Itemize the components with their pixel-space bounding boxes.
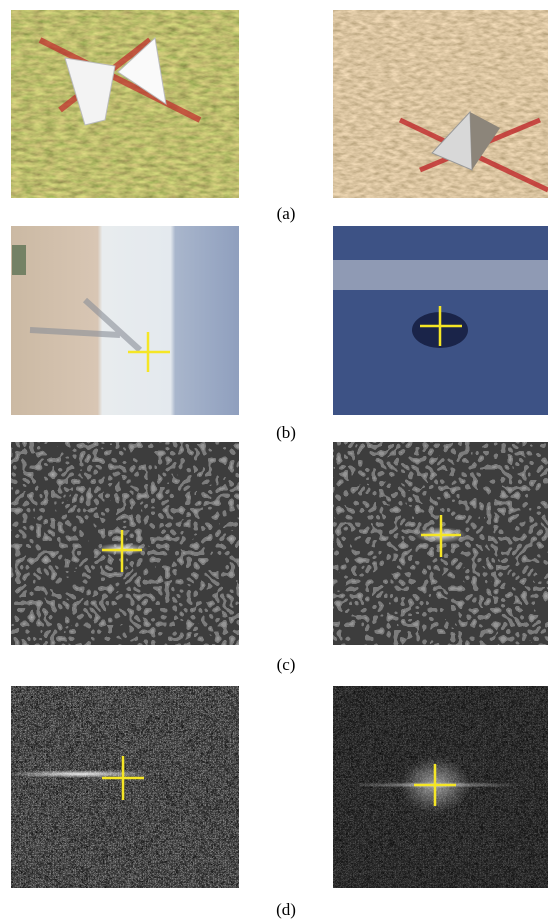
page: (a) (b) (c) (d) (() => { <box>0 0 548 920</box>
panel-label: (b) <box>276 423 296 442</box>
image-right-d <box>333 686 548 888</box>
panel-label: (a) <box>277 204 296 223</box>
figure: (a) (b) (c) (d) <box>0 0 548 920</box>
image-left-b <box>11 226 239 415</box>
panel-label: (c) <box>277 655 296 674</box>
photo-right-a <box>333 10 548 198</box>
panel-label: (d) <box>276 900 296 919</box>
photo-left-a <box>11 10 239 198</box>
image-left-c <box>11 442 239 645</box>
